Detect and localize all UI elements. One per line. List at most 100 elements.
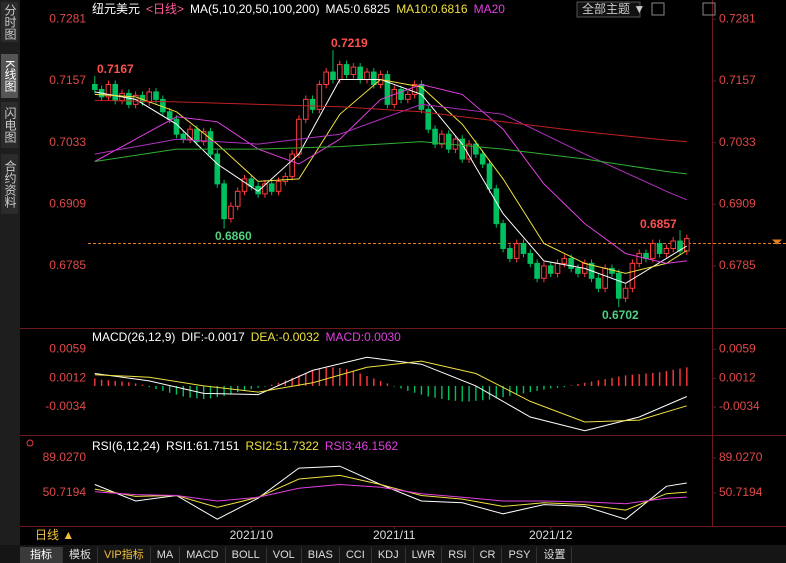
candle-body <box>173 118 180 135</box>
sidebar-tab[interactable]: K线图 <box>1 54 18 98</box>
toolbar-item[interactable]: 模板 <box>63 547 98 563</box>
y-tick-label: 50.7194 <box>719 485 763 499</box>
y-tick-label: 0.7033 <box>49 135 86 149</box>
legend-label: MACD:0.0030 <box>325 330 401 344</box>
candle-body <box>350 66 357 76</box>
indicator-line <box>94 83 687 264</box>
candle-body <box>527 252 534 264</box>
candle-body <box>371 71 377 85</box>
candle-body <box>207 131 214 155</box>
y-tick-label: 0.0059 <box>719 341 756 355</box>
candle-body <box>486 163 493 190</box>
legend-label: RSI3:46.1562 <box>325 439 399 453</box>
y-tick-label: 0.0059 <box>49 341 86 355</box>
candle-body <box>105 83 112 98</box>
toolbar-item[interactable]: BOLL <box>226 547 267 563</box>
toolbar-bg <box>0 545 786 563</box>
toolbar-item[interactable]: VOL <box>267 547 302 563</box>
candle-body <box>405 93 411 100</box>
sidebar-tab[interactable]: 闪电图 <box>1 102 18 148</box>
candle-body <box>649 243 656 259</box>
candle-body <box>479 153 486 165</box>
sidebar-tab[interactable]: 分时图 <box>1 2 18 42</box>
icon-button[interactable] <box>702 2 716 16</box>
candle-body <box>432 128 438 145</box>
toolbar-item[interactable]: MACD <box>180 547 226 563</box>
y-tick-label: 89.0270 <box>719 450 763 464</box>
extreme-label: 0.6860 <box>215 229 252 243</box>
period-button[interactable]: 日线 ▲ <box>35 528 74 542</box>
candle-body <box>629 262 636 289</box>
toolbar-item[interactable]: KDJ <box>372 547 406 563</box>
legend-label: RSI(6,12,24) <box>92 439 160 453</box>
legend-label: MA20 <box>474 2 506 16</box>
current-price-marker <box>772 239 782 245</box>
toolbar-item[interactable]: VIP指标 <box>98 547 151 563</box>
candle-body <box>228 205 234 220</box>
legend-label: 纽元美元 <box>92 2 140 16</box>
indicator-line <box>94 79 688 284</box>
toolbar-item[interactable]: MA <box>151 547 181 563</box>
y-tick-label: 0.6785 <box>719 258 756 272</box>
candle-body <box>541 265 547 279</box>
toolbar-item[interactable]: BIAS <box>302 547 340 563</box>
candle-body <box>282 175 289 182</box>
candle-body <box>398 88 404 100</box>
candle-body <box>425 108 432 130</box>
indicator-line <box>94 474 687 511</box>
y-tick-label: 0.6909 <box>719 196 756 210</box>
y-tick-label: 0.6909 <box>49 196 86 210</box>
candle-body <box>561 257 568 264</box>
candle-body <box>520 243 527 254</box>
candle-body <box>500 223 506 249</box>
candle-body <box>146 91 153 103</box>
legend-label: MA(5,10,20,50,100,200) <box>190 2 319 16</box>
extreme-label: 0.6857 <box>640 217 677 231</box>
y-tick-label: 0.7033 <box>719 135 756 149</box>
toolbar-item[interactable]: LWR <box>406 547 443 563</box>
toolbar-item[interactable]: PSY <box>502 547 538 563</box>
candle-body <box>445 133 452 150</box>
candle-body <box>670 240 677 249</box>
y-tick-label: 0.0012 <box>49 371 86 385</box>
candle-body <box>296 118 302 155</box>
indicator-line <box>94 78 688 274</box>
candle-body <box>575 267 581 274</box>
panel-icon <box>26 439 34 447</box>
candle-body <box>602 267 608 289</box>
indicator-line <box>94 99 687 143</box>
y-tick-label: 0.7157 <box>719 73 756 87</box>
indicator-line <box>94 356 687 432</box>
candle-body <box>200 131 207 143</box>
candle-body <box>615 272 622 299</box>
toolbar-item[interactable]: CR <box>474 547 503 563</box>
candle-body <box>343 64 350 76</box>
candle-body <box>336 64 343 81</box>
y-tick-label: 0.7281 <box>49 12 86 26</box>
theme-button[interactable] <box>576 1 641 18</box>
candle-body <box>459 138 466 160</box>
legend-label: DEA:-0.0032 <box>251 330 320 344</box>
theme-button-label[interactable]: 全部主题 ▼ <box>582 1 645 16</box>
candle-body <box>554 262 561 274</box>
indicator-line <box>94 360 687 423</box>
candle-body <box>656 243 663 254</box>
candle-body <box>153 91 159 100</box>
toolbar-item[interactable]: 设置 <box>537 547 573 563</box>
candle-body <box>547 265 554 274</box>
y-tick-label: 0.0012 <box>719 371 756 385</box>
toolbar-item[interactable]: CCI <box>340 547 372 563</box>
legend-label: MA10:0.6816 <box>396 2 468 16</box>
candle-body <box>513 243 520 259</box>
toolbar-item[interactable]: RSI <box>442 547 474 563</box>
candle-body <box>677 240 683 252</box>
icon-button[interactable] <box>651 2 665 16</box>
candle-body <box>289 153 295 177</box>
x-tick-label: 2021/12 <box>529 528 573 542</box>
sidebar-tab[interactable]: 合约资料 <box>1 154 18 214</box>
y-tick-label: 0.7157 <box>49 73 86 87</box>
toolbar-item[interactable]: 指标 <box>20 547 63 563</box>
x-tick-label: 2021/10 <box>230 528 274 542</box>
